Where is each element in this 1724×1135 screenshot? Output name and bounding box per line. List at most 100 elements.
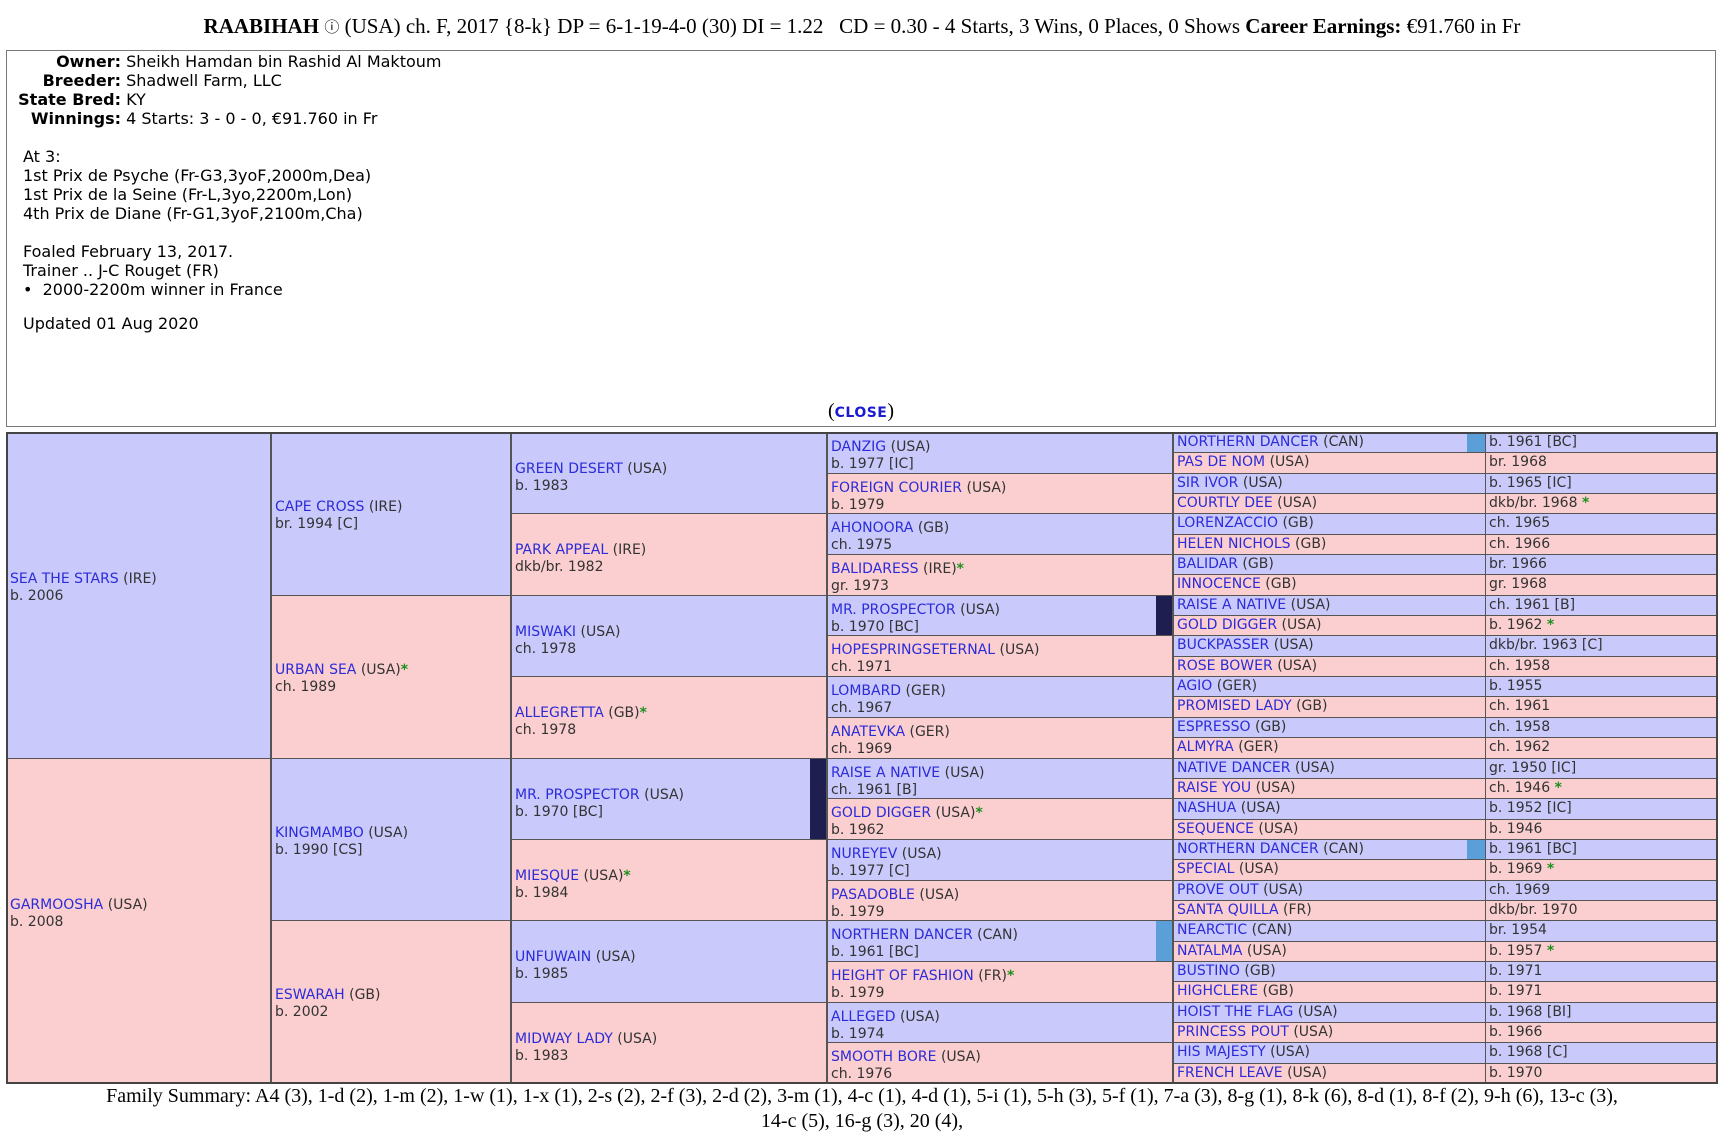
horse-link[interactable]: ROSE BOWER — [1177, 657, 1273, 674]
horse-link[interactable]: AHONOORA — [831, 520, 914, 537]
horse-year: dkb/br. 1963 [C] — [1489, 637, 1603, 654]
horse-link[interactable]: UNFUWAIN — [515, 949, 592, 966]
horse-link[interactable]: ALMYRA — [1177, 739, 1234, 756]
horse-link[interactable]: FRENCH LEAVE — [1177, 1064, 1283, 1081]
horse-link[interactable]: MR. PROSPECTOR — [831, 601, 956, 618]
horse-link[interactable]: NORTHERN DANCER — [831, 927, 973, 944]
horse-year: b. 1962 — [831, 822, 885, 839]
horse-link[interactable]: HELEN NICHOLS — [1177, 535, 1291, 552]
horse-link[interactable]: PARK APPEAL — [515, 542, 609, 559]
horse-link[interactable]: CAPE CROSS — [275, 499, 365, 515]
cell-divider — [1485, 961, 1486, 982]
horse-link[interactable]: ALLEGED — [831, 1008, 896, 1025]
breeder-value: Shadwell Farm, LLC — [126, 71, 282, 90]
horse-link[interactable]: NATALMA — [1177, 942, 1243, 959]
at3-heading: At 3: — [23, 147, 61, 166]
horse-link[interactable]: HOIST THE FLAG — [1177, 1003, 1294, 1020]
horse-link[interactable]: MISWAKI — [515, 623, 577, 640]
horse-link[interactable]: NORTHERN DANCER — [1177, 434, 1319, 450]
horse-name[interactable]: RAABIHAH — [203, 14, 320, 38]
horse-link[interactable]: LORENZACCIO — [1177, 515, 1278, 532]
horse-link[interactable]: RAISE A NATIVE — [1177, 596, 1287, 613]
horse-country: (GB) — [1265, 576, 1297, 593]
pedigree-cell: PRINCESS POUT (USA) b. 1966 — [1173, 1021, 1718, 1044]
horse-link[interactable]: RAISE A NATIVE — [831, 764, 941, 781]
inbreeding-marker — [1156, 595, 1172, 636]
horse-link[interactable]: PROVE OUT — [1177, 881, 1259, 898]
horse-year: ch. 1961 [B] — [1489, 596, 1576, 613]
horse-link[interactable]: ESWARAH — [275, 987, 345, 1004]
horse-link[interactable]: SANTA QUILLA — [1177, 901, 1279, 918]
horse-country: (GB) — [1295, 535, 1327, 552]
horse-link[interactable]: NASHUA — [1177, 800, 1237, 817]
horse-link[interactable]: INNOCENCE — [1177, 576, 1261, 593]
horse-link[interactable]: FOREIGN COURIER — [831, 479, 963, 496]
horse-country: (IRE) — [612, 542, 647, 559]
horse-link[interactable]: HEIGHT OF FASHION — [831, 967, 974, 984]
horse-link[interactable]: LOMBARD — [831, 683, 902, 700]
horse-link[interactable]: RAISE YOU — [1177, 779, 1252, 796]
horse-link[interactable]: GARMOOSHA — [10, 896, 104, 913]
pedigree-cell: GOLD DIGGER (USA)* b. 1962 — [827, 798, 1173, 840]
horse-link[interactable]: PROMISED LADY — [1177, 698, 1292, 715]
race-result: 1st Prix de la Seine (Fr-L,3yo,2200m,Lon… — [23, 185, 353, 204]
horse-link[interactable]: PASADOBLE — [831, 886, 915, 903]
pedigree-cell: SEA THE STARS (IRE) b. 2006 — [6, 432, 271, 759]
cell-divider — [1485, 799, 1486, 819]
horse-link[interactable]: HOPESPRINGSETERNAL — [831, 642, 996, 659]
horse-country: (USA) — [944, 764, 985, 781]
pedigree-border — [6, 432, 1718, 1084]
horse-year: gr. 1973 — [831, 578, 889, 595]
horse-link[interactable]: SEQUENCE — [1177, 820, 1254, 837]
horse-link[interactable]: GOLD DIGGER — [1177, 617, 1278, 634]
horse-country: (USA) — [901, 845, 942, 862]
horse-link[interactable]: NORTHERN DANCER — [1177, 840, 1319, 857]
horse-link[interactable]: BALIDAR — [1177, 556, 1238, 573]
horse-link[interactable]: SPECIAL — [1177, 861, 1235, 878]
pedigree-cell: FRENCH LEAVE (USA) b. 1970 — [1173, 1062, 1718, 1084]
horse-country: (GB) — [917, 520, 950, 537]
pedigree-cell: KINGMAMBO (USA) b. 1990 [CS] — [271, 757, 511, 922]
close-link[interactable]: CLOSE — [834, 405, 888, 421]
horse-link[interactable]: NEARCTIC — [1177, 922, 1248, 939]
horse-country: (USA) — [1270, 1044, 1310, 1061]
horse-link[interactable]: ESPRESSO — [1177, 718, 1251, 735]
horse-link[interactable]: HIS MAJESTY — [1177, 1044, 1266, 1061]
horse-year: b. 1961 [BC] — [1489, 434, 1577, 450]
breeder-row: Breeder: Shadwell Farm, LLC — [11, 70, 282, 91]
horse-link[interactable]: SEA THE STARS — [10, 571, 119, 587]
horse-link[interactable]: BUCKPASSER — [1177, 637, 1270, 654]
horse-year: ch. 1971 — [831, 659, 893, 676]
cell-divider — [1485, 717, 1486, 738]
horse-link[interactable]: ANATEVKA — [831, 723, 906, 740]
horse-link[interactable]: ALLEGRETTA — [515, 705, 604, 722]
horse-year: ch. 1969 — [1489, 881, 1551, 898]
horse-link[interactable]: BUSTINO — [1177, 962, 1240, 979]
horse-link[interactable]: DANZIG — [831, 439, 887, 455]
horse-link[interactable]: MR. PROSPECTOR — [515, 786, 640, 803]
horse-link[interactable]: KINGMAMBO — [275, 824, 364, 841]
horse-link[interactable]: NUREYEV — [831, 845, 898, 862]
horse-link[interactable]: SMOOTH BORE — [831, 1049, 937, 1066]
horse-link[interactable]: BALIDARESS — [831, 561, 919, 578]
horse-link[interactable]: PAS DE NOM — [1177, 454, 1266, 471]
horse-link[interactable]: COURTLY DEE — [1177, 495, 1273, 512]
cell-divider — [1485, 941, 1486, 961]
horse-link[interactable]: URBAN SEA — [275, 661, 357, 678]
horse-year: ch. 1962 — [1489, 739, 1551, 756]
horse-link[interactable]: MIDWAY LADY — [515, 1030, 613, 1047]
horse-link[interactable]: MIESQUE — [515, 867, 580, 884]
horse-link[interactable]: GREEN DESERT — [515, 461, 623, 477]
horse-country: (USA) — [1294, 759, 1335, 776]
cell-divider — [1485, 636, 1486, 656]
horse-link[interactable]: AGIO — [1177, 678, 1213, 695]
horse-country: (USA) — [1290, 596, 1331, 613]
horse-link[interactable]: PRINCESS POUT — [1177, 1023, 1289, 1040]
horse-link[interactable]: GOLD DIGGER — [831, 805, 932, 822]
pedigree-cell: HIGHCLERE (GB) b. 1971 — [1173, 981, 1718, 1003]
horse-link[interactable]: NATIVE DANCER — [1177, 759, 1291, 776]
horse-link[interactable]: HIGHCLERE — [1177, 983, 1259, 1000]
info-circle-icon[interactable]: ⓘ — [324, 20, 340, 36]
horse-link[interactable]: SIR IVOR — [1177, 474, 1239, 491]
horse-year: br. 1968 — [1489, 454, 1547, 471]
